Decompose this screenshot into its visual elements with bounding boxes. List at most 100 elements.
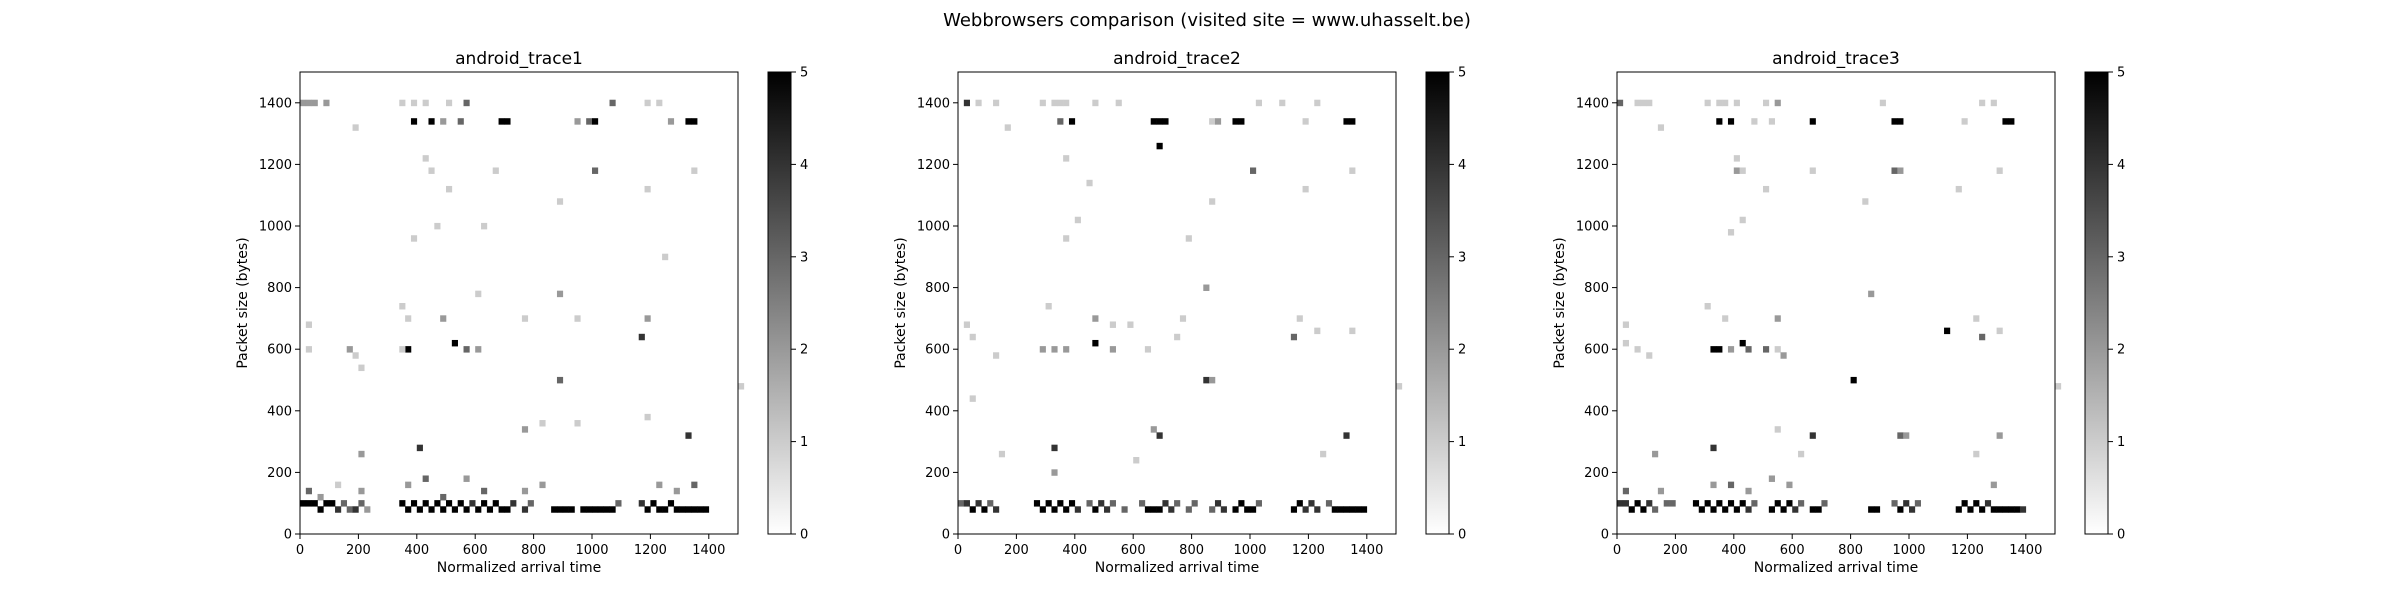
heatmap-cell [446, 99, 453, 107]
heatmap-cell [1727, 229, 1735, 236]
y-tick-label: 0 [1601, 528, 1609, 543]
heatmap-cell [1955, 185, 1962, 193]
heatmap-cell [1244, 506, 1251, 513]
x-tick-label: 1000 [575, 543, 608, 558]
heatmap-cell [405, 315, 412, 322]
heatmap-cell [1174, 333, 1181, 341]
heatmap-cell [644, 506, 651, 513]
heatmap-cell [1355, 506, 1362, 513]
colorbar: 0 1 2 3 4 5 [1425, 66, 1466, 543]
x-tick-label: 1200 [634, 543, 667, 558]
heatmap-cell [1698, 506, 1705, 513]
heatmap-cell [475, 290, 482, 298]
heatmap-cell [1622, 339, 1629, 347]
heatmap-cell [580, 506, 587, 513]
heatmap-cell [1063, 506, 1070, 513]
heatmap-cell [1144, 346, 1152, 353]
heatmap-cell [1862, 198, 1869, 205]
heatmap-cell [1039, 346, 1046, 353]
heatmap-cell [1150, 118, 1157, 125]
x-tick-label: 1400 [1350, 543, 1383, 558]
heatmap-cell [1063, 99, 1070, 107]
heatmap-cell [399, 99, 406, 107]
heatmap-cell [1990, 99, 1997, 107]
heatmap-cell [305, 346, 312, 353]
heatmap-cell [1162, 500, 1169, 507]
heatmap-cell [969, 395, 976, 402]
heatmap-cell [656, 99, 663, 107]
heatmap-cell [586, 506, 593, 513]
heatmap-cell [1774, 315, 1781, 322]
heatmap-cell [1722, 315, 1729, 322]
heatmap-cell [1891, 167, 1898, 174]
colorbar-gradient [1425, 71, 1450, 535]
heatmap-cell [1628, 506, 1635, 513]
colorbar-tick-label: 4 [1458, 158, 1466, 173]
heatmap-cell [981, 506, 988, 513]
figure-suptitle: Webbrowsers comparison (visited site = w… [943, 10, 1471, 31]
heatmap-cell [958, 500, 965, 507]
heatmap-cell [527, 500, 534, 507]
colorbar-tick-label: 4 [2117, 158, 2125, 173]
heatmap-cell [311, 99, 318, 107]
heatmap-cell [521, 426, 529, 433]
x-tick-label: 800 [521, 543, 546, 558]
heatmap-cell [702, 506, 710, 513]
heatmap-cell [1955, 506, 1962, 513]
heatmap-cell [1045, 303, 1052, 310]
heatmap-cell [1786, 481, 1793, 489]
heatmap-cell [556, 290, 564, 298]
heatmap-cell [1850, 376, 1857, 384]
heatmap-cell [539, 481, 546, 489]
heatmap-cell [1092, 339, 1099, 347]
heatmap-cell [1774, 426, 1781, 433]
heatmap-cell [1185, 235, 1192, 242]
heatmap-cell [440, 315, 447, 322]
heatmap-cell [346, 346, 353, 353]
heatmap-cell [1751, 500, 1758, 507]
heatmap-cell [1337, 506, 1344, 513]
heatmap-cell [1704, 500, 1711, 507]
y-axis-label: Packet size (bytes) [893, 237, 909, 368]
heatmap-cell [346, 506, 353, 513]
heatmap-cell [486, 506, 494, 513]
heatmap-cell [1255, 500, 1262, 507]
heatmap-cell [615, 500, 622, 507]
heatmap-cell [1051, 99, 1058, 107]
heatmap-cell [667, 118, 675, 125]
heatmap-cell [1051, 444, 1058, 452]
heatmap-cell [323, 99, 330, 107]
y-tick-label: 0 [284, 528, 292, 543]
heatmap-cell [556, 198, 564, 205]
heatmap-cell [1646, 352, 1653, 359]
heatmap-cell [1074, 506, 1081, 513]
heatmap-cell [691, 118, 698, 125]
heatmap-cell [685, 506, 692, 513]
heatmap-cell [446, 185, 453, 193]
plot-frame [957, 71, 1397, 535]
heatmap-cell [1914, 500, 1921, 507]
heatmap-cell [1733, 167, 1740, 174]
heatmap-cell [1109, 321, 1116, 328]
heatmap-cell [1109, 346, 1116, 353]
heatmap-cells [1617, 99, 2062, 513]
heatmap-cell [1657, 124, 1665, 131]
heatmap-cell [673, 487, 680, 495]
heatmap-cell [463, 506, 470, 513]
heatmap-cell [481, 487, 488, 495]
heatmap-cell [586, 118, 593, 125]
x-tick-label: 600 [463, 543, 488, 558]
heatmap-cell [691, 167, 698, 174]
heatmap-cell [1622, 487, 1629, 495]
colorbar-tick-label: 0 [1458, 528, 1466, 543]
heatmap-cell [1051, 346, 1058, 353]
heatmap-cell [446, 500, 453, 507]
heatmap-cell [1057, 99, 1064, 107]
heatmap-cell [1780, 352, 1787, 359]
heatmap-cell [1191, 500, 1198, 507]
subplot-1: 0 200 400 600 800 1000 1200 1400020040060080010… [235, 49, 808, 576]
x-tick-label: 200 [1004, 543, 1029, 558]
heatmap-cell [1897, 506, 1904, 513]
heatmap-cell [1973, 500, 1980, 507]
heatmap-cell [305, 99, 312, 107]
